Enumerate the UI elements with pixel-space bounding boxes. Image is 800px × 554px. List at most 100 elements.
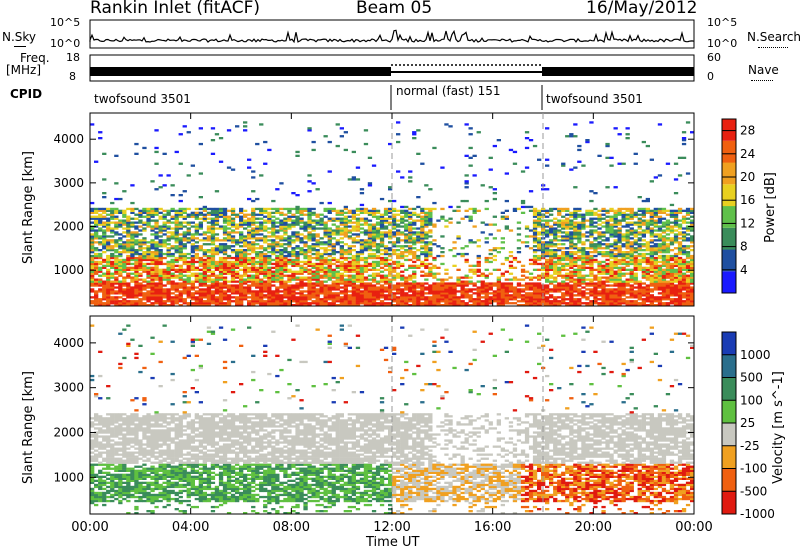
data-cell — [609, 231, 614, 234]
data-cell — [226, 262, 232, 266]
data-cell — [126, 207, 131, 211]
data-cell — [516, 294, 522, 297]
data-cell — [239, 251, 244, 254]
data-cell — [267, 231, 272, 234]
data-cell — [396, 140, 401, 144]
data-cell — [142, 241, 147, 244]
data-cell — [424, 231, 429, 234]
data-cell — [528, 272, 534, 275]
data-cell — [436, 294, 441, 297]
data-cell — [194, 304, 199, 307]
data-cell — [170, 280, 175, 283]
data-cell — [230, 207, 236, 211]
data-cell — [287, 296, 292, 299]
data-cell — [307, 245, 312, 248]
data-cell — [279, 207, 284, 211]
data-cell — [400, 270, 405, 273]
data-cell — [565, 256, 570, 260]
data-cell — [118, 219, 123, 222]
data-cell — [424, 266, 429, 269]
data-cell — [311, 233, 316, 236]
data-cell — [549, 213, 554, 216]
data-cell — [222, 227, 228, 230]
data-cell — [166, 174, 171, 177]
data-cell — [633, 278, 638, 281]
data-cell — [134, 251, 139, 254]
data-cell — [383, 225, 389, 228]
data-cell — [323, 296, 328, 299]
data-cell — [569, 235, 574, 238]
data-cell — [90, 276, 95, 279]
data-cell — [170, 237, 175, 240]
data-cell — [460, 286, 465, 289]
data-cell — [452, 302, 457, 305]
data-cell — [275, 268, 280, 271]
data-cell — [460, 276, 465, 279]
data-cell — [392, 252, 397, 256]
data-cell — [585, 219, 590, 222]
data-cell — [263, 264, 268, 267]
data-cell — [263, 294, 268, 297]
data-cell — [90, 254, 95, 258]
data-cell — [375, 233, 381, 236]
data-cell — [432, 304, 437, 307]
data-cell — [146, 241, 151, 244]
data-cell — [114, 207, 119, 211]
data-cell — [335, 211, 340, 214]
data-cell — [625, 215, 630, 218]
data-cell — [299, 249, 304, 252]
data-cell — [243, 213, 248, 216]
data-cell — [484, 292, 489, 295]
data-cell — [464, 290, 469, 293]
data-cell — [206, 243, 212, 246]
data-cell — [557, 219, 562, 222]
data-cell — [432, 207, 437, 211]
data-cell — [613, 233, 618, 236]
data-cell — [186, 266, 191, 269]
data-cell — [645, 274, 650, 277]
data-cell — [154, 256, 159, 260]
data-cell — [335, 292, 340, 295]
data-cell — [275, 262, 280, 266]
data-cell — [226, 268, 232, 271]
data-cell — [190, 274, 195, 277]
data-cell — [90, 211, 95, 214]
data-cell — [94, 247, 99, 250]
data-cell — [404, 276, 409, 279]
data-cell — [243, 256, 248, 260]
data-cell — [524, 270, 530, 273]
data-cell — [279, 256, 284, 260]
data-cell — [464, 252, 469, 256]
data-cell — [194, 286, 199, 289]
data-cell — [404, 296, 409, 299]
data-cell — [351, 262, 356, 266]
data-cell — [315, 272, 320, 275]
data-cell — [396, 276, 401, 279]
data-cell — [557, 300, 562, 303]
nave-label: Nave — [748, 63, 779, 77]
data-cell — [279, 252, 284, 256]
data-cell — [388, 278, 393, 281]
data-cell — [295, 215, 300, 218]
data-cell — [267, 254, 272, 258]
data-cell — [178, 276, 183, 279]
data-cell — [190, 282, 195, 285]
data-cell — [243, 270, 248, 273]
data-cell — [222, 251, 228, 254]
data-cell — [263, 290, 268, 293]
data-cell — [230, 221, 236, 224]
data-cell — [553, 252, 558, 256]
data-cell — [641, 258, 646, 262]
data-cell — [327, 249, 332, 252]
data-cell — [565, 272, 570, 275]
data-cell — [327, 258, 332, 262]
data-cell — [347, 219, 352, 222]
data-cell — [182, 274, 187, 277]
data-cell — [569, 302, 574, 305]
data-cell — [90, 258, 95, 262]
data-cell — [94, 221, 99, 224]
data-cell — [605, 247, 610, 250]
data-cell — [355, 298, 361, 301]
data-cell — [327, 302, 332, 305]
data-cell — [271, 199, 276, 203]
